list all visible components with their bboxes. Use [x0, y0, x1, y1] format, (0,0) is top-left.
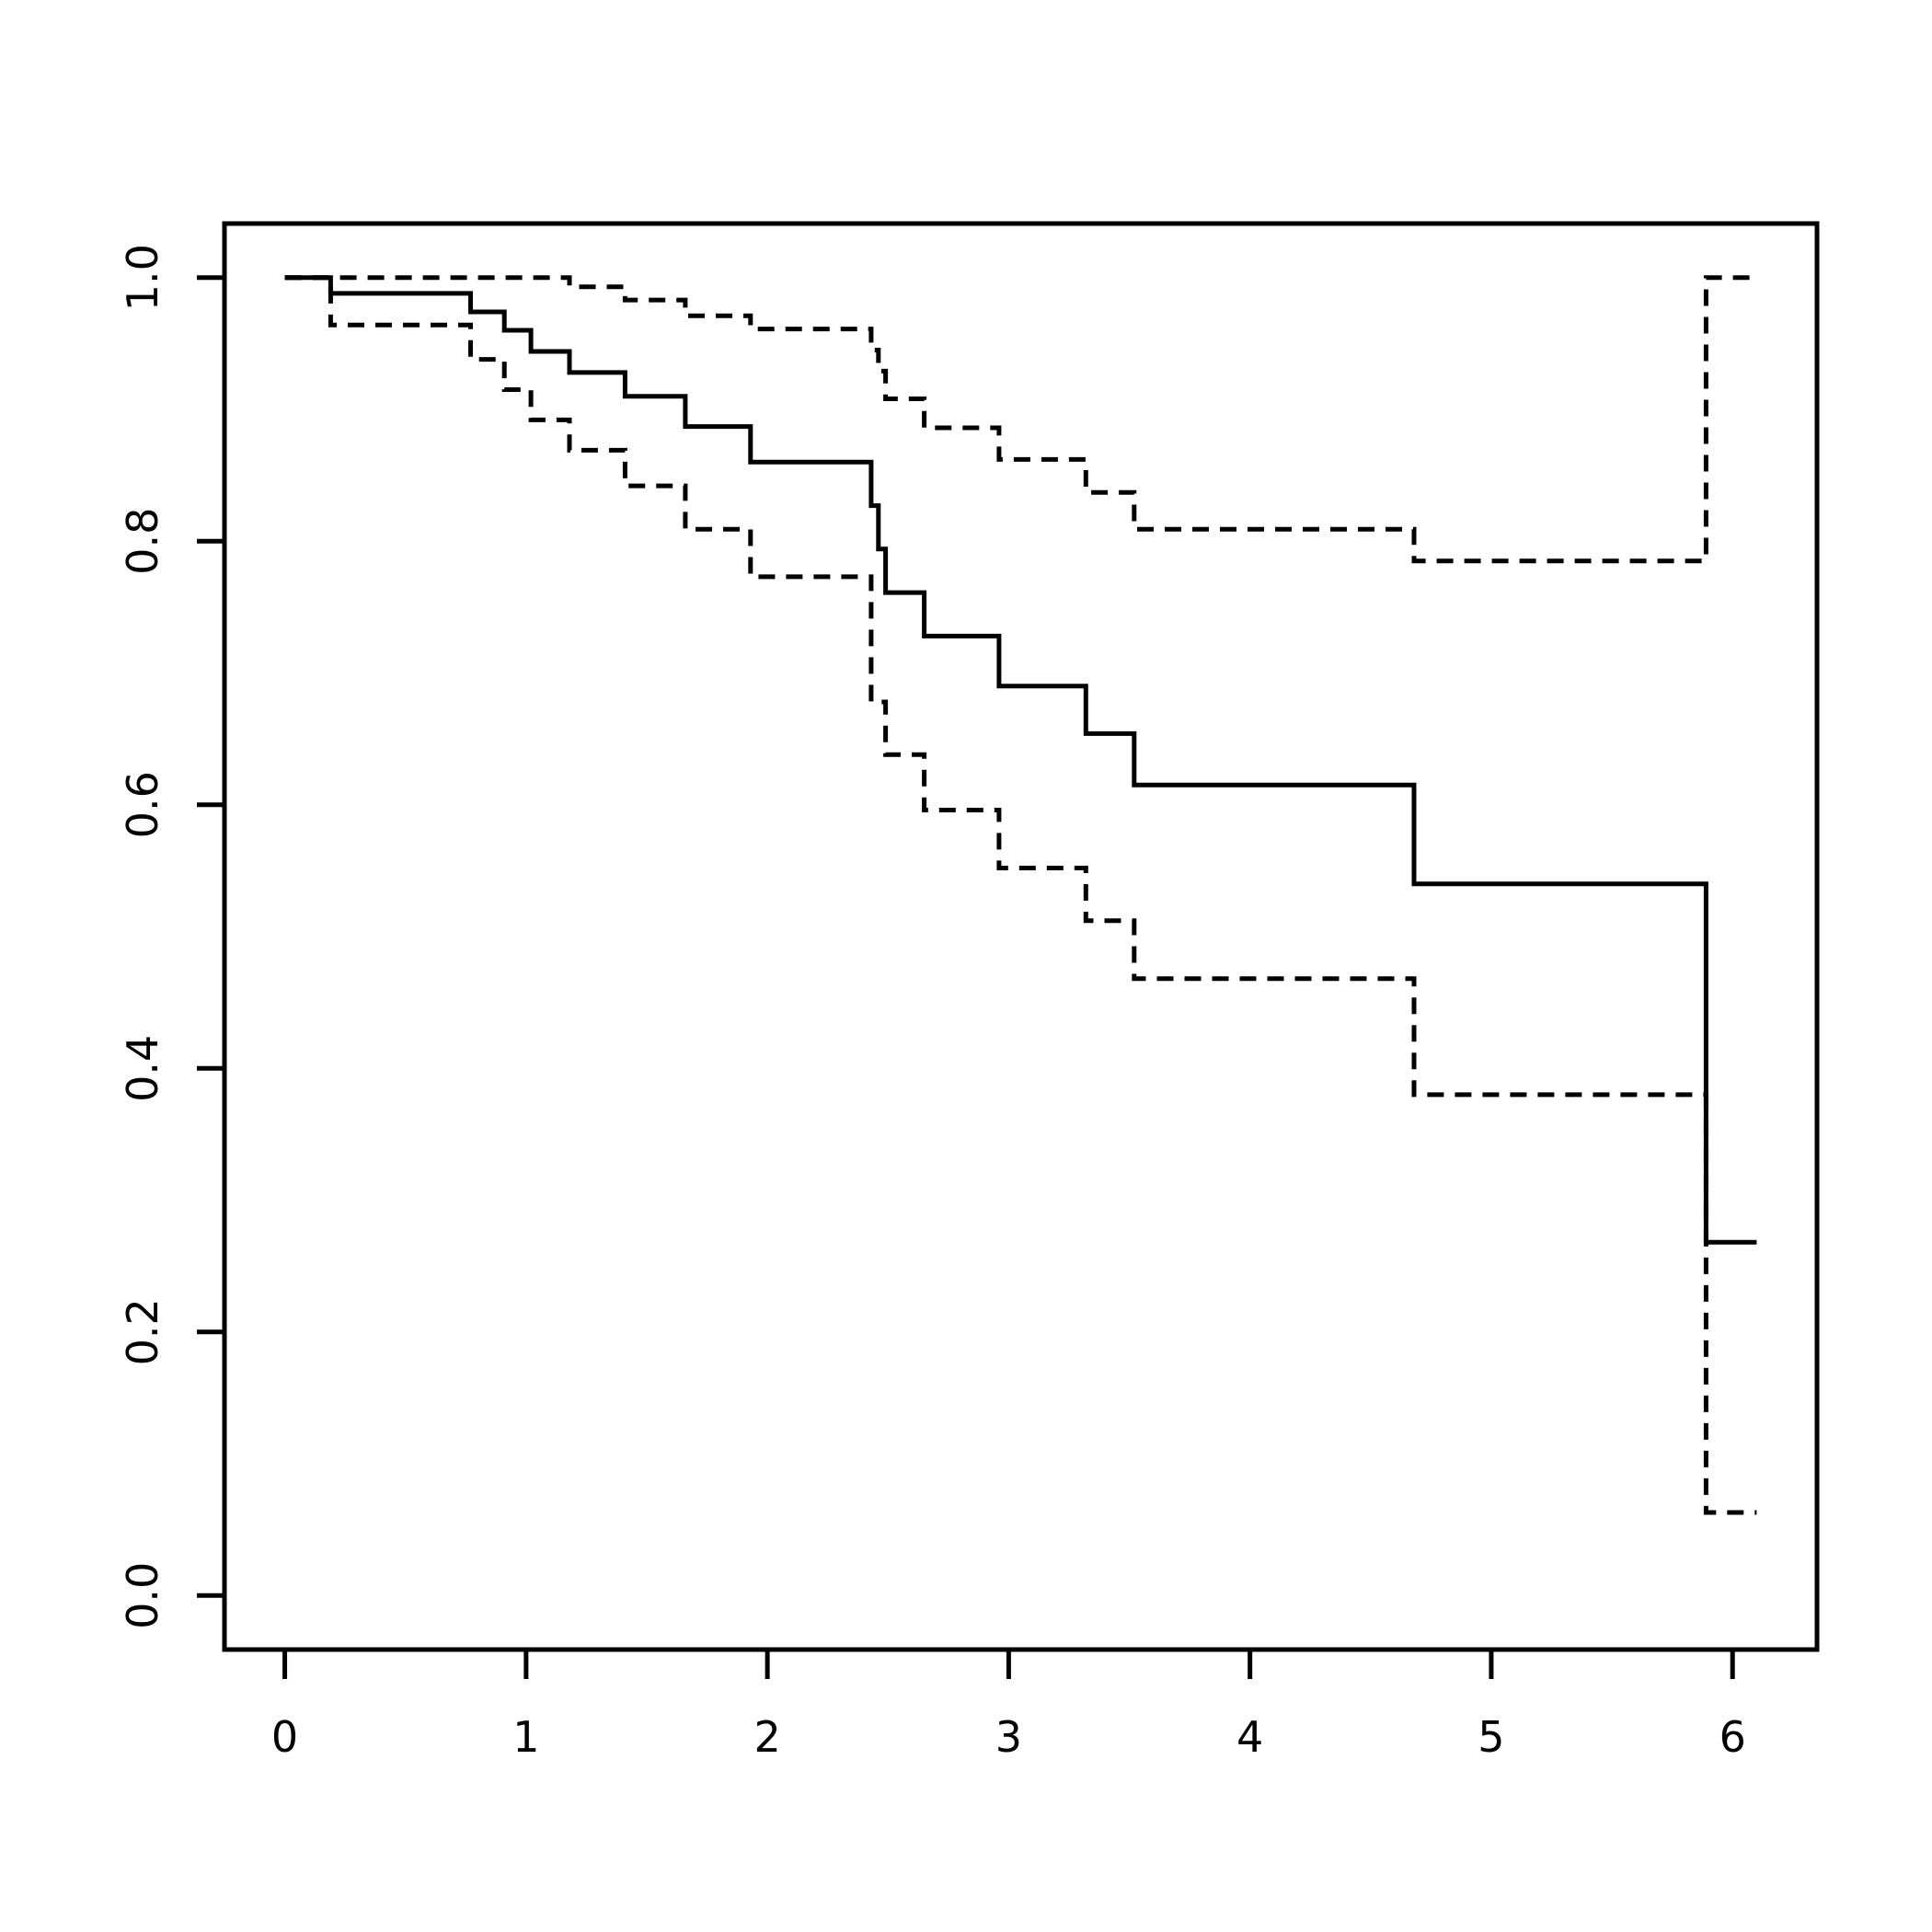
lower-95-ci-line	[284, 275, 1757, 1515]
x-tick-label: 4	[1236, 1712, 1263, 1762]
y-tick-label: 0.4	[118, 1035, 167, 1102]
series-lines	[284, 275, 1757, 1515]
x-tick-label: 6	[1719, 1712, 1746, 1762]
plot-box-border	[222, 221, 1820, 1652]
x-axis: 0 1 2 3 4 5 6	[271, 1650, 1746, 1762]
x-tick-label: 2	[753, 1712, 780, 1762]
y-tick-label: 0.0	[118, 1562, 167, 1629]
y-tick-label: 0.6	[118, 771, 167, 838]
plot-box	[222, 221, 1820, 1652]
y-tick-label: 0.2	[118, 1298, 167, 1365]
upper-95-ci-line	[284, 275, 1757, 564]
survival-estimate-line	[284, 275, 1757, 1245]
x-tick-label: 1	[512, 1712, 539, 1762]
x-tick-label: 3	[995, 1712, 1022, 1762]
x-tick-label: 5	[1478, 1712, 1504, 1762]
y-tick-label: 1.0	[118, 244, 167, 311]
x-tick-label: 0	[271, 1712, 298, 1762]
y-tick-label: 0.8	[118, 508, 167, 575]
y-axis: 0.0 0.2 0.4 0.6 0.8 1.0	[118, 244, 224, 1629]
